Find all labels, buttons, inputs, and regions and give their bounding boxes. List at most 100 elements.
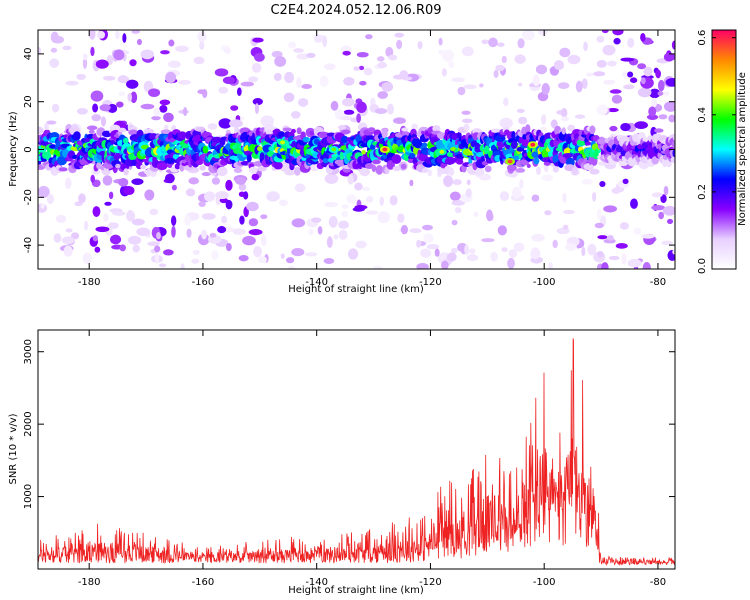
heatmap-cell [211,177,221,185]
heatmap-cell [103,75,116,81]
heatmap-cell [640,32,646,42]
x-tick-label: -80 [650,277,666,288]
heatmap-cell [92,206,101,217]
x-tick-label: -120 [419,277,442,288]
heatmap-cell [94,246,101,253]
heatmap-cell [642,261,651,269]
heatmap-cell [671,40,675,50]
heatmap-cell [44,122,49,132]
heatmap-cell [82,252,92,265]
heatmap-cell [673,136,675,141]
heatmap-cell [293,48,304,53]
heatmap-cell [484,165,492,173]
heatmap-cell [147,241,160,247]
heatmap-cell [257,256,267,264]
heatmap-cell [409,152,416,158]
heatmap-cell [149,208,159,216]
heatmap-cell [50,31,59,43]
heatmap-cell [252,98,263,106]
heatmap-cell [385,46,394,58]
colorbar-tick-label: 0.2 [697,184,708,200]
heatmap-cell [225,199,233,210]
heatmap-cell [265,129,274,136]
heatmap-cell [369,144,376,151]
heatmap-cell [232,228,246,235]
heatmap-cell [427,169,432,177]
heatmap-cell [481,238,495,243]
heatmap-cell [188,177,200,185]
heatmap-cell [514,54,526,64]
heatmap-cell [619,222,629,230]
heatmap-cell [461,46,474,57]
heatmap-cell [160,129,172,135]
heatmap-cell [553,60,565,71]
heatmap-cell [473,211,479,217]
heatmap-cell [333,234,339,240]
heatmap-cell [132,244,140,253]
heatmap-cell [340,135,349,144]
heatmap-cell [417,41,423,50]
heatmap-cell [422,224,433,231]
heatmap-cell [347,174,354,185]
heatmap-cell [648,88,661,99]
heatmap-cell [658,211,665,220]
heatmap-cell [377,62,387,69]
heatmap-cell [508,249,517,258]
heatmap-cell [434,248,440,257]
heatmap-cell [83,220,89,231]
heatmap-cell [416,263,429,269]
heatmap-cell [76,73,86,80]
heatmap-cell [377,91,388,99]
heatmap-cell [374,108,388,115]
heatmap-cell [592,191,597,202]
heatmap-cell [507,159,513,164]
heatmap-cell [288,41,297,49]
heatmap-cell [218,86,229,94]
heatmap-cell [562,192,567,203]
heatmap-cell [287,266,296,269]
heatmap-cell [672,249,675,255]
heatmap-cell [154,253,160,264]
heatmap-cell [140,49,155,60]
heatmap-cell [564,164,575,172]
heatmap-cell [388,54,398,61]
heatmap-cell [140,103,155,110]
x-tick-label: -180 [78,277,101,288]
heatmap-cell [575,80,583,93]
heatmap-cell [526,163,531,169]
heatmap-cell [510,140,518,149]
heatmap-cell [441,68,447,77]
heatmap-cell [615,242,628,249]
heatmap-cell [355,240,367,249]
snr-y-axis: 1000 2000 3000 [23,339,675,509]
heatmap-cell [280,140,286,145]
heatmap-cell [655,69,662,79]
heatmap-cell [615,130,620,137]
heatmap-cell [392,165,401,172]
heatmap-cell [238,183,247,191]
heatmap-cell [283,92,295,103]
heatmap-cell [91,114,102,122]
snr-line-series [37,338,676,567]
heatmap-cell [140,164,147,170]
heatmap-cell [55,214,67,223]
heatmap-cell [82,57,88,70]
heatmap-cell [461,110,471,115]
colorbar-tick-label: 0.6 [697,30,708,46]
heatmap-cell [587,243,597,256]
heatmap-cell [248,229,263,236]
spectrogram-y-axis: -40 -20 0 20 40 [23,48,675,253]
heatmap-cell [259,152,265,161]
snr-panel: -180 -160 -140 -120 -100 -80 1000 2000 3000 Hei… [8,329,676,596]
heatmap-cell [648,106,657,117]
heatmap-cell [366,195,374,203]
heatmap-cell [90,46,95,57]
colorbar-ticks: 0.0 0.2 0.4 0.6 [697,30,736,274]
heatmap-cell [451,219,458,226]
heatmap-cell [254,103,259,115]
heatmap-cell [243,191,249,200]
heatmap-cell [131,178,144,185]
heatmap-cell [601,262,609,269]
heatmap-cell [156,232,161,240]
heatmap-cell [620,122,631,132]
